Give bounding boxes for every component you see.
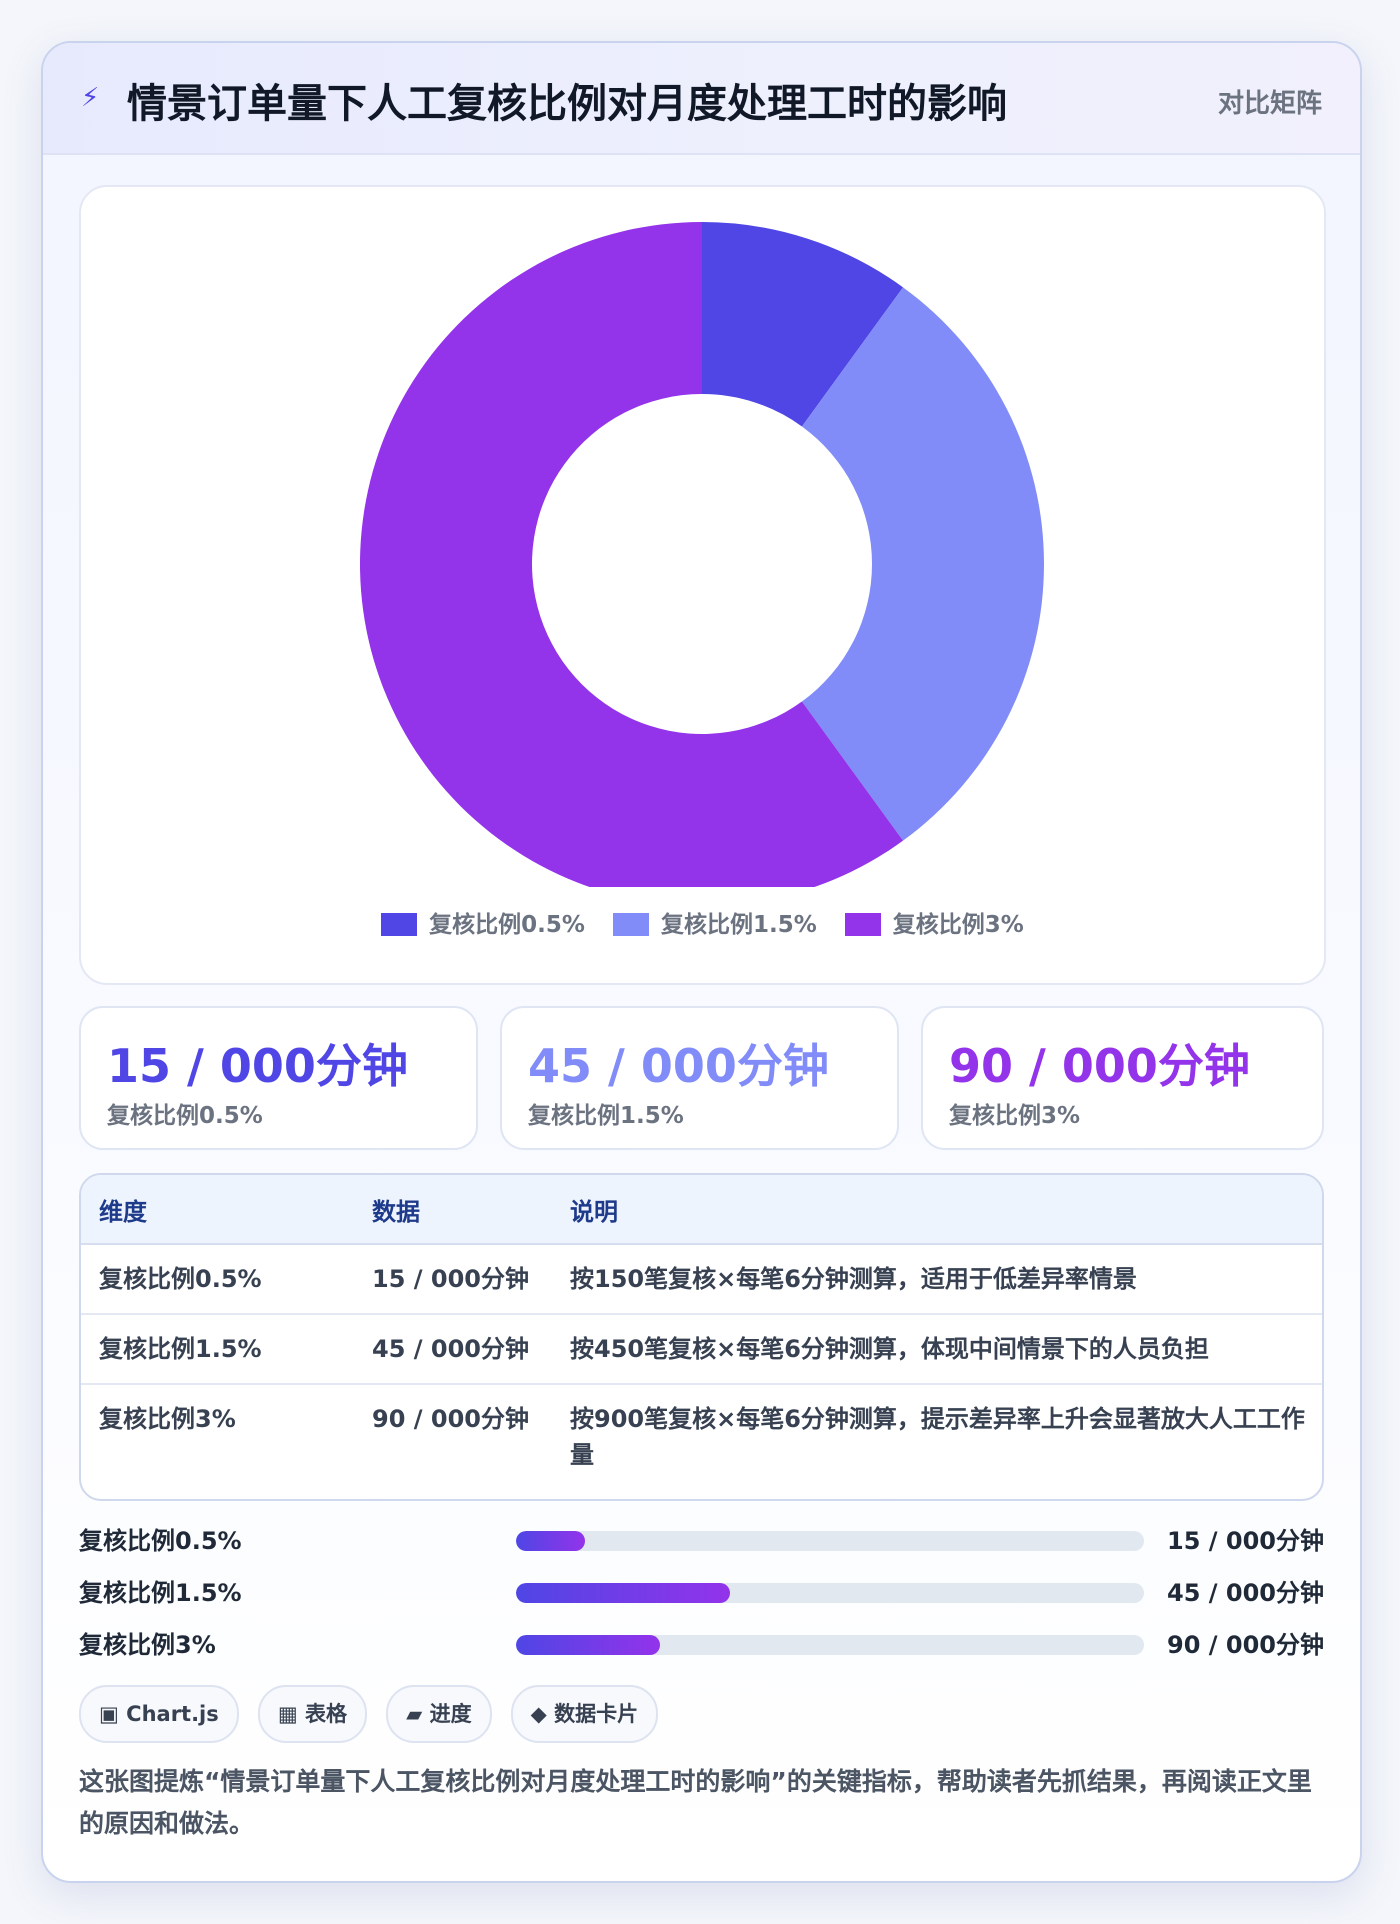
progress-row: 复核比例3% 90 / 000分钟 (79, 1625, 1324, 1677)
table-cell: 按450笔复核×每笔6分钟测算，体现中间情景下的人员负担 (552, 1314, 1322, 1385)
chart-panel: 复核比例0.5% 复核比例1.5% 复核比例3% (79, 185, 1326, 985)
chip-label: Chart.js (126, 1702, 219, 1726)
legend-item[interactable]: 复核比例0.5% (381, 905, 585, 939)
progress-track (516, 1583, 1144, 1603)
legend-swatch (844, 913, 881, 936)
legend-label: 复核比例3% (892, 912, 1024, 938)
progress-value: 90 / 000分钟 (1167, 1631, 1324, 1659)
stat-label: 复核比例0.5% (107, 1103, 263, 1129)
table-cell: 按150笔复核×每笔6分钟测算，适用于低差异率情景 (552, 1244, 1322, 1315)
progress-track (516, 1635, 1144, 1655)
stat-value: 90 / 000分钟 (949, 1039, 1250, 1093)
stat-card: 90 / 000分钟 复核比例3% (921, 1006, 1324, 1150)
table-row: 复核比例0.5% 15 / 000分钟 按150笔复核×每笔6分钟测算，适用于低… (81, 1244, 1322, 1315)
column-header: 维度 (81, 1175, 354, 1245)
header-tag: 对比矩阵 (1217, 89, 1322, 119)
table-row: 复核比例1.5% 45 / 000分钟 按450笔复核×每笔6分钟测算，体现中间… (81, 1314, 1322, 1385)
table-row: 复核比例3% 90 / 000分钟 按900笔复核×每笔6分钟测算，提示差异率上… (81, 1384, 1322, 1489)
chip-label: 表格 (305, 1702, 348, 1726)
chip-table[interactable]: ▦ 表格 (257, 1685, 368, 1743)
stat-value: 15 / 000分钟 (107, 1039, 408, 1093)
stat-label: 复核比例3% (949, 1103, 1081, 1129)
table-cell: 90 / 000分钟 (372, 1405, 529, 1433)
page-title: 情景订单量下人工复核比例对月度处理工时的影响 (127, 81, 1007, 127)
progress-value: 15 / 000分钟 (1167, 1527, 1324, 1555)
progress-list: 复核比例0.5% 15 / 000分钟 复核比例1.5% 45 / 000分钟 … (79, 1521, 1324, 1677)
legend-item[interactable]: 复核比例1.5% (612, 905, 817, 939)
table-cell: 复核比例3% (99, 1405, 236, 1433)
table-cell: 复核比例0.5% (81, 1244, 354, 1315)
table-header-row: 维度 数据 说明 (81, 1175, 1322, 1245)
footnote: 这张图提炼“情景订单量下人工复核比例对月度处理工时的影响”的关键指标，帮助读者先… (79, 1767, 1312, 1838)
legend-swatch (381, 913, 418, 936)
progress-fill (516, 1583, 730, 1603)
progress-label: 复核比例3% (79, 1631, 216, 1659)
legend-swatch (612, 913, 649, 936)
legend-label: 复核比例0.5% (429, 912, 585, 938)
card-icon: ◆ (530, 1702, 547, 1726)
table-icon: ▦ (277, 1702, 298, 1726)
chart-icon: ▣ (99, 1702, 119, 1726)
progress-label: 复核比例1.5% (79, 1579, 242, 1607)
column-header: 说明 (552, 1175, 1322, 1245)
progress-row: 复核比例0.5% 15 / 000分钟 (79, 1521, 1324, 1573)
progress-icon: ▰ (406, 1702, 423, 1726)
doughnut-slice-1[interactable] (702, 222, 904, 427)
table-cell: 复核比例1.5% (81, 1314, 354, 1385)
data-table: 维度 数据 说明 复核比例0.5% 15 / 000分钟 按150笔复核×每笔6… (79, 1173, 1324, 1501)
chart-legend: 复核比例0.5% 复核比例1.5% 复核比例3% (81, 905, 1324, 939)
column-header: 数据 (354, 1175, 552, 1245)
doughnut-slice-3[interactable] (360, 222, 904, 887)
stat-card: 15 / 000分钟 复核比例0.5% (79, 1006, 478, 1150)
stat-value: 45 / 000分钟 (528, 1039, 829, 1093)
doughnut-slice-2[interactable] (801, 287, 1044, 841)
chip-chartjs[interactable]: ▣ Chart.js (79, 1685, 239, 1743)
table-cell: 按900笔复核×每笔6分钟测算，提示差异率上升会显著放大人工工作量 (570, 1405, 1305, 1469)
progress-track (516, 1531, 1144, 1551)
legend-label: 复核比例1.5% (660, 912, 817, 938)
lightning-icon: ⚡ (81, 83, 100, 113)
progress-row: 复核比例1.5% 45 / 000分钟 (79, 1573, 1324, 1625)
chip-label: 进度 (429, 1702, 472, 1726)
table-cell: 45 / 000分钟 (354, 1314, 552, 1385)
progress-value: 45 / 000分钟 (1167, 1579, 1324, 1607)
stat-card: 45 / 000分钟 复核比例1.5% (500, 1006, 899, 1150)
progress-label: 复核比例0.5% (79, 1527, 242, 1555)
chip-progress[interactable]: ▰ 进度 (386, 1685, 492, 1743)
progress-fill (516, 1531, 586, 1551)
chart-card: ⚡ 情景订单量下人工复核比例对月度处理工时的影响 对比矩阵 复核比例0.5% 复… (41, 41, 1362, 1883)
progress-fill (516, 1635, 661, 1655)
card-header: ⚡ 情景订单量下人工复核比例对月度处理工时的影响 对比矩阵 (43, 43, 1360, 155)
legend-item[interactable]: 复核比例3% (844, 905, 1024, 939)
tag-chips: ▣ Chart.js ▦ 表格 ▰ 进度 ◆ 数据卡片 (79, 1685, 672, 1743)
doughnut-chart (360, 222, 1044, 887)
table-cell: 15 / 000分钟 (354, 1244, 552, 1315)
stat-label: 复核比例1.5% (528, 1103, 684, 1129)
chip-label: 数据卡片 (554, 1702, 639, 1726)
chip-data-card[interactable]: ◆ 数据卡片 (510, 1685, 659, 1743)
stat-cards: 15 / 000分钟 复核比例0.5% 45 / 000分钟 复核比例1.5% … (79, 1006, 1324, 1150)
